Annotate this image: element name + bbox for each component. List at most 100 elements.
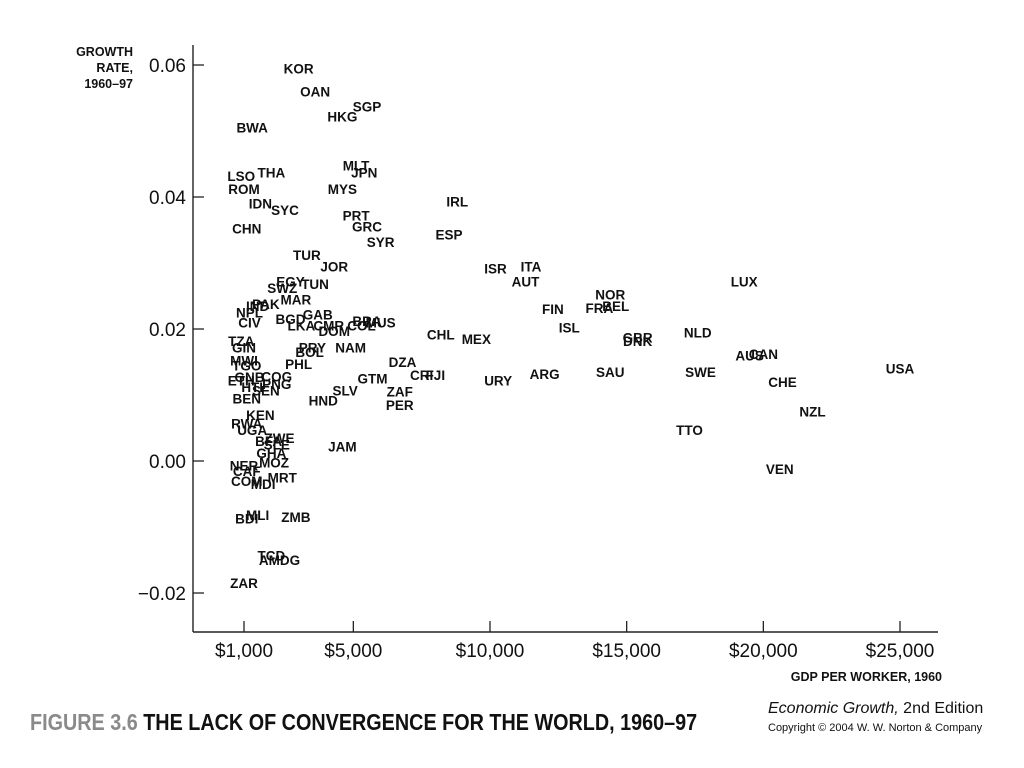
- data-point-kor: KOR: [284, 61, 314, 76]
- data-point-nld: NLD: [684, 325, 712, 340]
- data-point-bdi: BDI: [235, 511, 258, 526]
- y-axis-label-line: RATE,: [96, 61, 133, 75]
- y-tick-label: 0.02: [149, 320, 186, 341]
- data-point-chn: CHN: [232, 222, 261, 237]
- data-point-mar: MAR: [281, 292, 312, 307]
- data-point-bel: BEL: [602, 299, 629, 314]
- data-point-hkg: HKG: [327, 109, 357, 124]
- scatter-chart: GROWTH RATE, 1960–97 −0.02 0.00 0.02 0.04 0.06…: [76, 45, 942, 684]
- data-point-ury: URY: [484, 373, 512, 388]
- data-point-chl: CHL: [427, 327, 455, 342]
- data-point-nzl: NZL: [799, 405, 825, 420]
- y-axis-ticks: −0.02 0.00 0.02 0.04 0.06: [138, 56, 204, 605]
- data-point-fin: FIN: [542, 302, 564, 317]
- data-point-dza: DZA: [389, 355, 417, 370]
- data-point-zar: ZAR: [230, 576, 258, 591]
- data-point-bra: BRA: [352, 314, 381, 329]
- data-point-pak: PAK: [252, 297, 280, 312]
- data-point-pry: PRY: [299, 340, 326, 355]
- data-point-nam: NAM: [335, 340, 366, 355]
- data-point-mys: MYS: [328, 182, 357, 197]
- data-point-nor: NOR: [595, 288, 625, 303]
- data-point-swz: SWZ: [267, 281, 297, 296]
- book-edition: 2nd Edition: [903, 700, 984, 717]
- book-title: Economic Growth,: [768, 700, 899, 717]
- data-point-jor: JOR: [320, 259, 348, 274]
- data-point-cog: COG: [261, 370, 292, 385]
- data-point-cmr: CMR: [313, 319, 344, 334]
- data-point-usa: USA: [886, 362, 915, 377]
- data-point-lso: LSO: [227, 169, 255, 184]
- data-point-tto: TTO: [676, 423, 703, 438]
- data-point-gbr: GBR: [623, 331, 653, 346]
- data-point-hti: HTI: [241, 380, 263, 395]
- data-point-syc: SYC: [271, 203, 299, 218]
- data-point-hnd: HND: [309, 393, 338, 408]
- data-point-jpn: JPN: [351, 166, 377, 181]
- data-point-zaf: ZAF: [387, 385, 413, 400]
- data-point-mex: MEX: [462, 332, 491, 347]
- data-point-arg: ARG: [530, 367, 560, 382]
- data-point-cri: CRI: [410, 368, 433, 383]
- data-point-gnb: GNB: [234, 370, 264, 385]
- x-tick-label: $25,000: [866, 641, 935, 662]
- x-tick-label: $15,000: [592, 641, 661, 662]
- data-point-grc: GRC: [352, 220, 382, 235]
- data-point-npl: NPL: [236, 306, 263, 321]
- data-point-egy: EGY: [276, 274, 305, 289]
- data-point-aus: AUS: [735, 348, 764, 363]
- data-point-caf: CAF: [233, 464, 261, 479]
- data-point-ner: NER: [230, 459, 259, 474]
- y-tick-label: 0.06: [149, 56, 186, 77]
- figure-number: FIGURE 3.6: [30, 709, 138, 735]
- data-point-irl: IRL: [446, 195, 468, 210]
- data-point-bol: BOL: [295, 345, 324, 360]
- data-point-rwa: RWA: [231, 416, 263, 431]
- data-point-col: COL: [347, 319, 376, 334]
- data-point-phl: PHL: [285, 357, 312, 372]
- data-point-esp: ESP: [435, 228, 462, 243]
- data-point-tur: TUR: [293, 248, 321, 263]
- y-tick-label: −0.02: [138, 584, 186, 605]
- y-axis-label: GROWTH RATE, 1960–97: [76, 45, 133, 91]
- data-point-sle: SLE: [264, 438, 290, 453]
- data-point-fra: FRA: [585, 301, 613, 316]
- book-credit: Economic Growth, 2nd Edition: [768, 700, 983, 718]
- data-point-mdi: MDI: [251, 477, 276, 492]
- data-point-sgp: SGP: [353, 100, 382, 115]
- data-point-lka: LKA: [288, 319, 316, 334]
- data-point-moz: MOZ: [259, 455, 289, 470]
- data-point-mli: MLI: [246, 508, 269, 523]
- data-point-can: CAN: [749, 347, 778, 362]
- data-point-isr: ISR: [484, 261, 507, 276]
- data-point-ben: BEN: [232, 391, 261, 406]
- data-point-ken: KEN: [246, 408, 275, 423]
- data-point-dom: DOM: [318, 324, 350, 339]
- x-axis-label: GDP PER WORKER, 1960: [791, 670, 942, 684]
- y-axis-label-line: 1960–97: [84, 77, 133, 91]
- figure-title: THE LACK OF CONVERGENCE FOR THE WORLD, 1…: [143, 709, 698, 735]
- data-point-bwa: BWA: [236, 121, 268, 136]
- data-point-bgd: BGD: [275, 312, 305, 327]
- x-tick-label: $1,000: [215, 641, 273, 662]
- data-point-jam: JAM: [328, 439, 357, 454]
- data-point-mlt: MLT: [343, 158, 370, 173]
- data-point-mrt: MRT: [268, 471, 298, 486]
- data-point-mus: MUS: [366, 315, 396, 330]
- data-point-idn: IDN: [249, 197, 272, 212]
- data-point-per: PER: [386, 398, 414, 413]
- data-point-prt: PRT: [343, 208, 371, 223]
- data-point-bfa: BFA: [255, 434, 282, 449]
- figure-caption: FIGURE 3.6 THE LACK OF CONVERGENCE FOR T…: [30, 709, 697, 736]
- x-tick-label: $5,000: [324, 641, 382, 662]
- data-point-uga: UGA: [237, 423, 267, 438]
- data-point-ind: IND: [246, 299, 270, 314]
- data-point-dnk: DNK: [623, 334, 652, 349]
- data-point-sau: SAU: [596, 365, 625, 380]
- data-point-tza: TZA: [228, 334, 254, 349]
- data-point-zwe: ZWE: [265, 431, 295, 446]
- data-point-aut: AUT: [512, 274, 540, 289]
- data-point-amdg: AMDG: [259, 553, 300, 568]
- data-point-com: COM: [231, 474, 263, 489]
